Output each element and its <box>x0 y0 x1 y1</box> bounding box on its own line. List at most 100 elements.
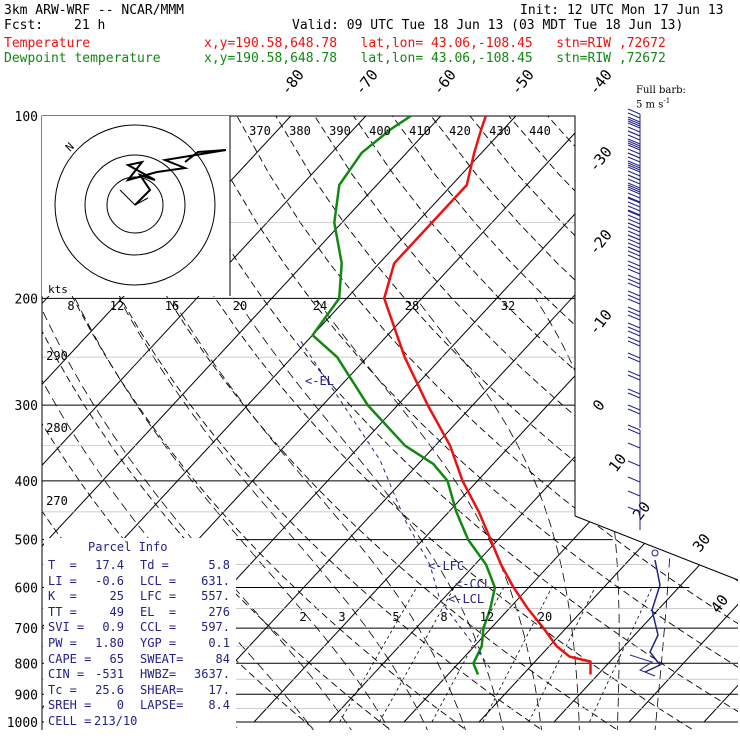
theta-e-label: 430 <box>489 124 511 138</box>
wind-barb <box>627 174 641 198</box>
level-label-lcl: <-LCL <box>448 592 484 606</box>
theta-e-label: 390 <box>329 124 351 138</box>
moist-adiabat-line <box>315 298 543 730</box>
wind-barb-flag <box>627 192 641 199</box>
dry-adiabat-line <box>42 116 322 730</box>
pressure-tick-label: 700 <box>15 622 38 637</box>
wind-barb-flag <box>627 408 641 415</box>
isotherm-label: -30 <box>585 143 616 175</box>
temperature-location: x,y=190.58,648.78 lat,lon= 43.06,-108.45… <box>204 36 666 51</box>
wind-barb-flag <box>627 506 641 513</box>
wind-barb-flag <box>627 126 641 133</box>
theta-e-label: 410 <box>409 124 431 138</box>
isotherm-line <box>703 116 738 723</box>
wind-barb-flag <box>627 148 641 155</box>
valid-time: Valid: 09 UTC Tue 18 Jun 13 (03 MDT Tue … <box>292 18 684 33</box>
wind-barb-flag <box>627 178 641 185</box>
parcel-cell: 17. <box>208 682 230 697</box>
wind-barb-flag <box>627 209 641 216</box>
parcel-cell: CAPE = <box>48 651 92 666</box>
theta-e-label: 370 <box>249 124 271 138</box>
mixing-ratio-label: 12 <box>480 610 494 624</box>
wind-barb-flag <box>627 138 641 145</box>
mixing-ratio-line <box>379 587 455 723</box>
theta-e-label: 380 <box>289 124 311 138</box>
wind-barb-flag <box>627 490 641 497</box>
parcel-cell: SWEAT= <box>140 651 184 666</box>
mixing-ratio-line <box>482 587 553 723</box>
wind-barb-flag <box>627 306 641 313</box>
plot-frame-diagonal <box>574 515 739 581</box>
wind-barb <box>627 290 641 314</box>
dewpoint-location: x,y=190.58,648.78 lat,lon= 43.06,-108.45… <box>204 51 666 66</box>
isotherm-line <box>553 116 738 723</box>
dewpoint-line <box>311 116 497 675</box>
isotherm-label: 20 <box>629 498 654 523</box>
wind-barb-flag <box>627 314 641 321</box>
wind-barb-flag <box>627 130 641 137</box>
mixing-ratio-line <box>339 587 417 723</box>
wind-barb-flag <box>627 205 641 212</box>
isotherm-label: 40 <box>707 591 732 616</box>
parcel-cell: -531 <box>95 667 124 682</box>
dry-adiabat-line <box>81 116 626 730</box>
wind-barb-flag <box>627 340 641 347</box>
mixing-ratio-line <box>431 587 505 723</box>
wind-barb <box>627 140 641 164</box>
wind-barb <box>627 234 641 258</box>
wind-barb-flag <box>627 268 641 275</box>
wind-barb-flag <box>627 278 641 285</box>
wind-barb-flag <box>627 336 641 343</box>
dry-adiabat-line <box>430 116 738 730</box>
wind-barb <box>627 306 641 330</box>
wind-barb-flag <box>627 112 641 119</box>
wind-barb-flag <box>627 460 641 467</box>
barb-legend: Full barb: 5 m s-1 <box>636 86 686 110</box>
wind-barb <box>627 460 641 484</box>
dry-adiabat-line <box>353 116 738 730</box>
parcel-cell: CCL = <box>140 620 177 635</box>
wind-barb-flag <box>627 424 641 431</box>
wind-barb-flag <box>627 226 641 233</box>
wind-barb-flag <box>627 428 641 435</box>
temperature-line <box>382 116 592 675</box>
parcel-cell: LCL = <box>140 573 177 588</box>
wind-barb-flag <box>627 388 641 395</box>
moist-adiabat-line <box>171 298 468 730</box>
mixing-ratio-label: 2 <box>299 610 306 624</box>
hodograph-rings <box>54 124 216 286</box>
wind-barb-flag <box>627 156 641 163</box>
moist-adiabat-line <box>652 298 673 730</box>
wind-barb-flag <box>627 162 641 169</box>
wind-barb <box>627 260 641 284</box>
parcel-cell: Tc = <box>48 682 77 697</box>
hodograph-ring-label: 16 <box>165 299 179 313</box>
wind-barb-flag <box>627 230 641 237</box>
dry-adiabat-line <box>702 116 738 730</box>
parcel-cell: PW = <box>48 636 77 650</box>
wind-barb <box>627 476 641 500</box>
moist-adiabat-line <box>235 298 505 730</box>
wind-barb-flag <box>627 142 641 149</box>
forecast-hour: 21 h <box>74 18 106 33</box>
wind-barb-flag <box>627 170 641 177</box>
parcel-cell: 557. <box>201 589 230 604</box>
wind-barb <box>627 246 641 270</box>
wind-barb-flag <box>627 274 641 281</box>
dry-adiabat-line <box>120 116 702 730</box>
wind-barb-flag <box>627 188 641 195</box>
wind-barb-flag <box>627 322 641 329</box>
parcel-cell: 213/10 <box>94 714 138 728</box>
barb-legend-title: Full barb: <box>636 85 686 96</box>
wind-barb-flag <box>627 144 641 151</box>
hodograph-ring <box>84 154 186 256</box>
wind-barb-flag <box>627 260 641 267</box>
wind-barb-flag <box>627 250 641 257</box>
hodograph-ring-label: 12 <box>110 299 124 313</box>
parcel-cell: 597. <box>201 620 230 635</box>
dry-adiabat-line <box>624 116 738 730</box>
wind-barb <box>627 274 641 298</box>
low-level-winds <box>644 559 662 673</box>
dewpoint-legend: Dewpoint temperature <box>4 51 161 66</box>
